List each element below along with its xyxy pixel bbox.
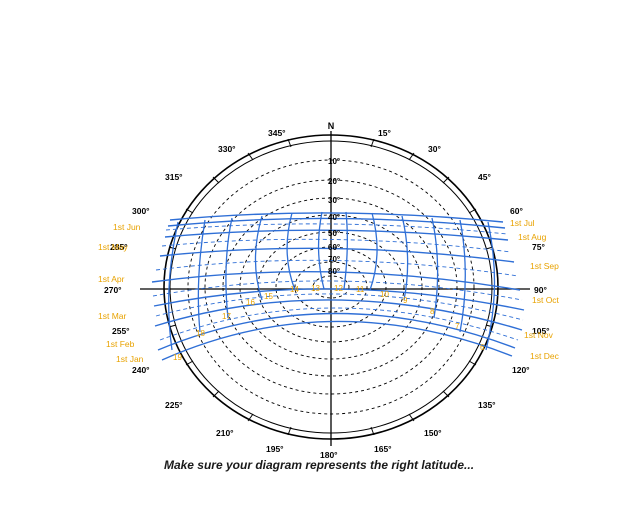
hour-label-16: 16 (246, 298, 255, 307)
azimuth-label-165: 165° (374, 444, 392, 454)
date-label-may: 1st May (98, 242, 129, 252)
hour-labels: 19 18 17 16 15 14 13 12 11 10 9 8 7 6 (173, 284, 485, 362)
date-label-jul: 1st Jul (510, 218, 535, 228)
azimuth-label-210: 210° (216, 428, 234, 438)
altitude-label-60: 60° (328, 243, 340, 252)
date-label-apr: 1st Apr (98, 274, 125, 284)
hour-label-6: 6 (480, 343, 485, 352)
azimuth-label-105: 105° (532, 326, 550, 336)
date-curves (151, 212, 525, 361)
azimuth-label-15: 15° (378, 128, 391, 138)
azimuth-label-75: 75° (532, 242, 545, 252)
azimuth-label-330: 330° (218, 144, 236, 154)
date-label-aug: 1st Aug (518, 232, 547, 242)
hour-label-17: 17 (222, 312, 231, 321)
date-label-sep: 1st Sep (530, 261, 559, 271)
hour-label-10: 10 (380, 290, 389, 299)
azimuth-label-45: 45° (478, 172, 491, 182)
hour-label-13: 13 (311, 284, 320, 293)
azimuth-label-150: 150° (424, 428, 442, 438)
hour-label-8: 8 (430, 307, 435, 316)
date-label-feb: 1st Feb (106, 339, 135, 349)
date-labels: 1st Jun 1st Jul 1st May 1st Aug 1st Apr … (98, 218, 560, 364)
azimuth-ticks (168, 138, 494, 436)
azimuth-label-240: 240° (132, 365, 150, 375)
date-label-oct: 1st Oct (532, 295, 560, 305)
azimuth-label-270: 270° (104, 285, 122, 295)
azimuth-label-315: 315° (165, 172, 183, 182)
hour-label-7: 7 (455, 322, 460, 331)
azimuth-label-180: 180° (320, 450, 338, 460)
azimuth-label-120: 120° (512, 365, 530, 375)
azimuth-label-225: 225° (165, 400, 183, 410)
hour-label-19: 19 (173, 353, 182, 362)
azimuth-label-195: 195° (266, 444, 284, 454)
date-label-dec: 1st Dec (530, 351, 560, 361)
north-label: N (328, 121, 335, 131)
altitude-label-50: 50° (328, 229, 340, 238)
azimuth-label-60: 60° (510, 206, 523, 216)
azimuth-label-300: 300° (132, 206, 150, 216)
azimuth-label-30: 30° (428, 144, 441, 154)
caption: Make sure your diagram represents the ri… (163, 458, 475, 472)
altitude-labels: 10° 20° 30° 40° 50° 60° 70° 80° (328, 157, 340, 276)
date-label-nov: 1st Nov (524, 330, 554, 340)
altitude-label-10: 10° (328, 157, 340, 166)
azimuth-labels: 345° 15° 330° 30° 315° 45° 300° 60° 285°… (104, 128, 550, 460)
altitude-label-20: 20° (328, 177, 340, 186)
altitude-label-70: 70° (328, 255, 340, 264)
date-label-jun: 1st Jun (113, 222, 141, 232)
altitude-label-30: 30° (328, 196, 340, 205)
altitude-label-80: 80° (328, 267, 340, 276)
hour-label-11: 11 (356, 285, 365, 294)
azimuth-label-90: 90° (534, 285, 547, 295)
hour-label-15: 15 (264, 292, 273, 301)
hour-label-18: 18 (196, 329, 205, 338)
date-label-mar: 1st Mar (98, 311, 127, 321)
azimuth-label-345: 345° (268, 128, 286, 138)
hour-label-14: 14 (290, 285, 299, 294)
azimuth-label-285: 285° (110, 242, 128, 252)
azimuth-label-255: 255° (112, 326, 130, 336)
azimuth-label-135: 135° (478, 400, 496, 410)
hour-lines (168, 211, 496, 351)
date-label-jan: 1st Jan (116, 354, 144, 364)
altitude-label-40: 40° (328, 213, 340, 222)
hour-label-9: 9 (403, 296, 408, 305)
hour-label-12: 12 (334, 284, 343, 293)
